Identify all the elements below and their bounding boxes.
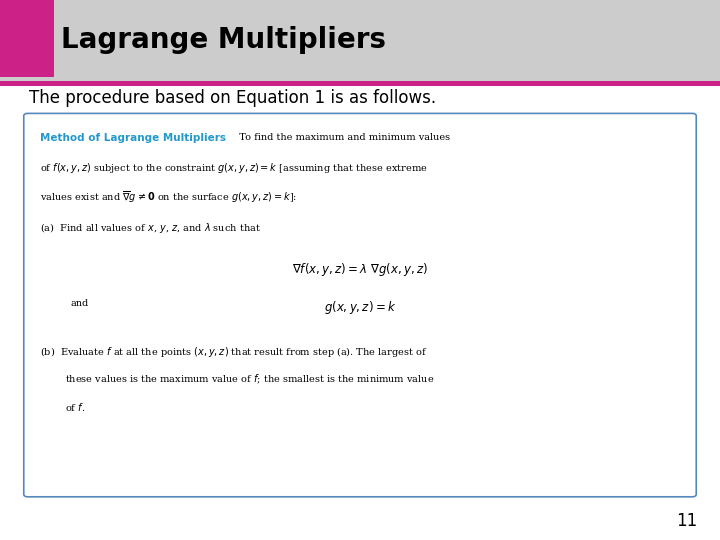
Text: of $f(x, y, z)$ subject to the constraint $g(x, y, z) = k$ [assuming that these : of $f(x, y, z)$ subject to the constrain…	[40, 161, 428, 176]
Bar	[0, 81, 720, 86]
Text: The procedure based on Equation 1 is as follows.: The procedure based on Equation 1 is as …	[29, 89, 436, 107]
Text: values exist and $\overline{\nabla}g \neq \mathbf{0}$ on the surface $g(x, y, z): values exist and $\overline{\nabla}g \ne…	[40, 190, 297, 205]
Text: of $f$.: of $f$.	[65, 401, 85, 413]
Text: and: and	[71, 299, 89, 308]
Text: (b)  Evaluate $f$ at all the points $(x, y, z)$ that result from step (a). The l: (b) Evaluate $f$ at all the points $(x, …	[40, 345, 428, 359]
Bar	[0, 0, 720, 81]
Text: Method of Lagrange Multipliers: Method of Lagrange Multipliers	[40, 133, 226, 144]
Text: To find the maximum and minimum values: To find the maximum and minimum values	[233, 133, 451, 143]
Text: 11: 11	[675, 512, 697, 530]
Text: Lagrange Multipliers: Lagrange Multipliers	[61, 26, 386, 55]
Text: these values is the maximum value of $f$; the smallest is the minimum value: these values is the maximum value of $f$…	[65, 373, 434, 386]
Bar	[0, 0, 54, 77]
Text: $g(x, y, z) = k$: $g(x, y, z) = k$	[324, 299, 396, 316]
FancyBboxPatch shape	[24, 113, 696, 497]
Text: $\nabla f(x, y, z) = \lambda\ \nabla g(x, y, z)$: $\nabla f(x, y, z) = \lambda\ \nabla g(x…	[292, 261, 428, 278]
Text: (a)  Find all values of $x$, $y$, $z$, and $\lambda$ such that: (a) Find all values of $x$, $y$, $z$, an…	[40, 221, 261, 235]
